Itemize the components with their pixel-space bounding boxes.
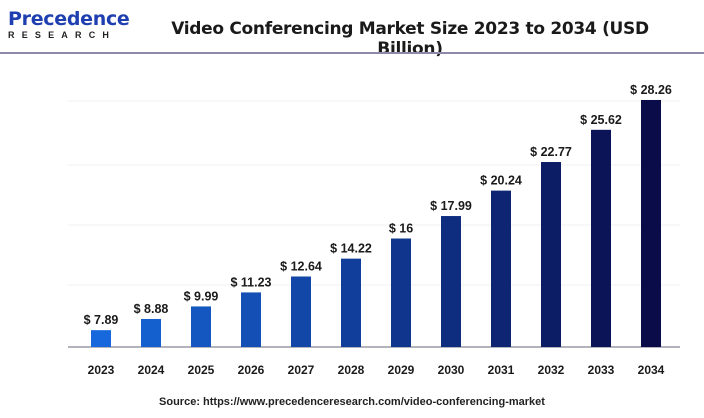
bar-2030 [441,216,461,347]
bar-2024 [141,318,161,347]
data-label: $ 9.99 [184,289,219,303]
logo-sub: RESEARCH [8,30,117,40]
data-label: $ 20.24 [480,174,522,188]
data-label: $ 14.22 [330,242,372,256]
data-label: $ 17.99 [430,199,472,213]
x-tick-label: 2026 [238,363,265,377]
logo-main: Precedence [8,8,130,30]
x-tick-label: 2034 [638,363,665,377]
bar-2025 [191,306,211,347]
chart-title: Video Conferencing Market Size 2023 to 2… [171,19,649,59]
bar-2034 [641,99,661,348]
data-label: $ 11.23 [230,275,271,289]
data-label: $ 8.88 [134,302,169,316]
bar-2026 [241,292,261,347]
bar-2023 [91,330,111,347]
data-label: $ 25.62 [580,113,622,127]
x-tick-label: 2032 [538,363,565,377]
data-label: $ 16 [389,222,413,236]
x-tick-label: 2025 [188,363,215,377]
bar-2027 [291,276,311,347]
data-label: $ 7.89 [84,313,119,327]
x-tick-label: 2028 [338,363,365,377]
x-tick-label: 2033 [588,363,615,377]
bar-2033 [591,129,611,347]
x-tick-label: 2023 [88,363,115,377]
logo: Precedence RESEARCH [8,9,130,41]
header-divider [0,52,704,54]
x-tick-label: 2027 [288,363,315,377]
bar-2029 [391,238,411,347]
x-tick-label: 2030 [438,363,465,377]
bar-2031 [491,190,511,347]
x-tick-label: 2031 [488,363,515,377]
x-tick-label: 2029 [388,363,415,377]
source-note: Source: https://www.precedenceresearch.c… [159,396,545,408]
data-label: $ 12.64 [280,259,322,273]
bar-2032 [541,162,561,347]
bar-2028 [341,258,361,347]
x-tick-label: 2024 [138,363,165,377]
data-label: $ 22.77 [530,145,572,159]
data-label: $ 28.26 [630,83,672,97]
